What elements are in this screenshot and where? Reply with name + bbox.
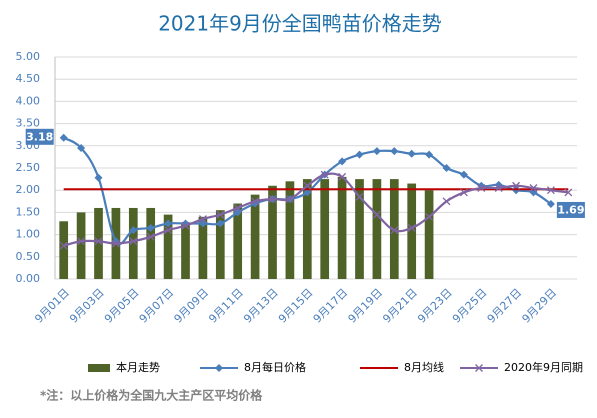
point-marker <box>216 219 225 228</box>
point-marker <box>355 150 364 159</box>
bar <box>250 194 260 279</box>
point-marker <box>303 188 312 197</box>
y-tick-label: 1.50 <box>16 205 41 218</box>
point-marker <box>338 172 347 181</box>
data-label: 3.18 <box>26 130 53 143</box>
bar <box>302 179 312 279</box>
point-marker <box>494 184 503 192</box>
y-tick-label: 1.00 <box>16 228 41 241</box>
point-marker <box>442 197 451 206</box>
bar <box>146 207 156 279</box>
point-marker <box>477 184 486 192</box>
bar <box>372 179 382 279</box>
point-marker <box>181 221 190 230</box>
legend-swatch <box>88 364 110 372</box>
point-marker <box>129 226 138 235</box>
footnote: *注：以上价格为全国九大主产区平均价格 <box>40 388 263 403</box>
data-label-box <box>25 128 54 145</box>
point-marker <box>251 197 260 206</box>
point-marker <box>338 157 347 166</box>
bar <box>268 185 277 279</box>
y-tick-label: 3.50 <box>16 117 41 130</box>
point-marker <box>146 223 155 232</box>
point-marker <box>372 210 381 219</box>
bar <box>128 207 138 279</box>
point-marker <box>94 237 103 246</box>
point-marker <box>77 144 86 153</box>
point-marker <box>546 186 555 195</box>
point-marker <box>407 149 416 158</box>
legend-label: 本月走势 <box>116 360 160 374</box>
y-tick-label: 2.50 <box>16 161 41 174</box>
point-marker <box>111 239 120 248</box>
bar <box>181 223 190 279</box>
point-marker <box>146 232 155 241</box>
series-line <box>63 172 569 247</box>
y-tick-label: 4.50 <box>16 72 41 85</box>
bar <box>76 212 86 279</box>
bar <box>215 210 225 279</box>
point-marker <box>355 192 364 201</box>
y-tick-label: 4.00 <box>16 94 41 107</box>
point-marker <box>164 219 173 228</box>
point-marker <box>216 210 225 219</box>
point-marker <box>442 164 451 172</box>
point-marker <box>407 223 416 232</box>
bar <box>198 216 208 279</box>
bar <box>163 214 173 279</box>
bar <box>285 181 295 279</box>
point-marker <box>77 237 86 246</box>
point-marker <box>372 147 381 156</box>
chart-title: 2021年9月份全国鸭苗价格走势 <box>158 12 442 36</box>
point-marker <box>459 170 468 179</box>
bar <box>233 203 243 279</box>
point-marker <box>285 195 294 204</box>
bar <box>59 221 69 279</box>
point-marker <box>164 226 173 235</box>
legend-label: 2020年9月同期 <box>504 360 583 374</box>
point-marker <box>459 188 468 197</box>
data-label-box <box>556 201 585 218</box>
point-marker <box>546 199 555 208</box>
point-marker <box>129 237 138 246</box>
point-marker <box>268 195 277 204</box>
legend-label: 8月每日价格 <box>244 360 306 374</box>
legend-label: 8月均线 <box>404 360 444 374</box>
point-marker <box>233 204 242 212</box>
point-marker <box>59 241 68 250</box>
bar <box>355 179 364 279</box>
point-marker <box>59 133 68 142</box>
bar <box>407 183 417 279</box>
point-marker <box>425 150 434 159</box>
point-marker <box>94 173 103 182</box>
bar <box>424 190 434 279</box>
point-marker <box>564 188 573 197</box>
point-marker <box>512 181 521 190</box>
point-marker <box>475 364 483 372</box>
point-marker <box>215 364 223 372</box>
bar <box>337 176 347 279</box>
bar <box>320 179 330 279</box>
point-marker <box>529 184 538 192</box>
data-label: 1.69 <box>557 203 584 216</box>
y-tick-label: 0.00 <box>16 272 41 285</box>
bar <box>94 207 103 279</box>
point-marker <box>198 215 207 224</box>
y-tick-label: 2.00 <box>16 183 41 196</box>
point-marker <box>425 212 434 221</box>
point-marker <box>320 170 329 179</box>
point-marker <box>390 226 399 235</box>
y-tick-label: 5.00 <box>16 50 41 63</box>
point-marker <box>390 147 399 156</box>
y-tick-label: 0.50 <box>16 250 41 263</box>
point-marker <box>303 181 312 190</box>
